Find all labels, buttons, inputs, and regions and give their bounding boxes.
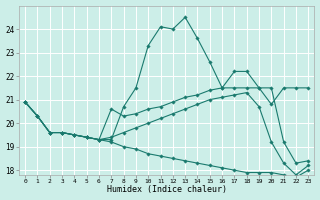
X-axis label: Humidex (Indice chaleur): Humidex (Indice chaleur) — [107, 185, 227, 194]
